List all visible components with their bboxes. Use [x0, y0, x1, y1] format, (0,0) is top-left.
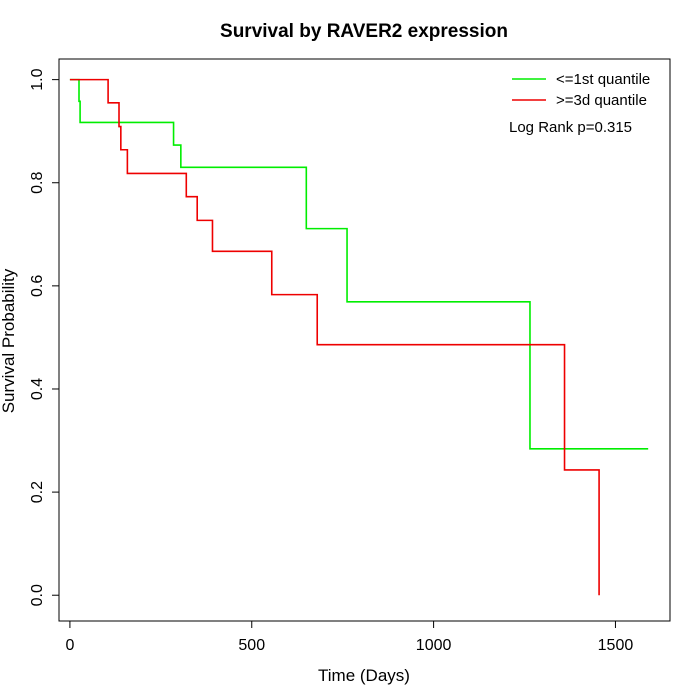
y-tick-label: 0.8 — [29, 172, 46, 194]
x-tick-label: 1000 — [416, 637, 452, 654]
log-rank-annotation: Log Rank p=0.315 — [509, 119, 632, 136]
x-tick-label: 0 — [65, 637, 74, 654]
y-tick-label: 0.0 — [29, 584, 46, 606]
series-layer — [69, 78, 649, 596]
series-line-1 — [69, 78, 649, 450]
y-tick-label: 0.4 — [29, 378, 46, 400]
y-axis-label: Survival Probability — [0, 268, 18, 413]
y-axis: 0.0 0.2 0.4 0.6 0.8 1.0 — [29, 68, 60, 606]
y-tick-label: 1.0 — [29, 68, 46, 90]
legend-label: <=1st quantile — [556, 71, 650, 88]
y-tick-label: 0.2 — [29, 481, 46, 503]
legend: <=1st quantile >=3d quantile — [512, 71, 650, 109]
x-axis-label: Time (Days) — [318, 666, 410, 685]
series-line-2 — [69, 78, 600, 596]
x-tick-label: 500 — [238, 637, 265, 654]
x-tick-label: 1500 — [598, 637, 634, 654]
chart-title: Survival by RAVER2 expression — [220, 21, 508, 42]
y-tick-label: 0.6 — [29, 275, 46, 297]
x-axis: 0 500 1000 1500 — [65, 620, 634, 654]
legend-label: >=3d quantile — [556, 92, 647, 109]
